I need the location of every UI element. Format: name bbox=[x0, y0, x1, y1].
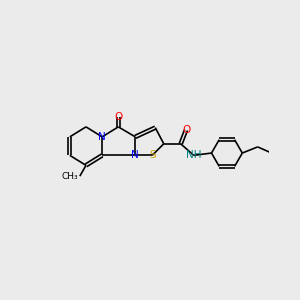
Text: NH: NH bbox=[186, 150, 202, 160]
Text: CH₃: CH₃ bbox=[62, 172, 78, 181]
Text: O: O bbox=[114, 112, 122, 122]
Text: S: S bbox=[149, 150, 155, 160]
Text: O: O bbox=[182, 125, 190, 135]
Text: N: N bbox=[131, 150, 139, 160]
Text: N: N bbox=[98, 132, 106, 142]
